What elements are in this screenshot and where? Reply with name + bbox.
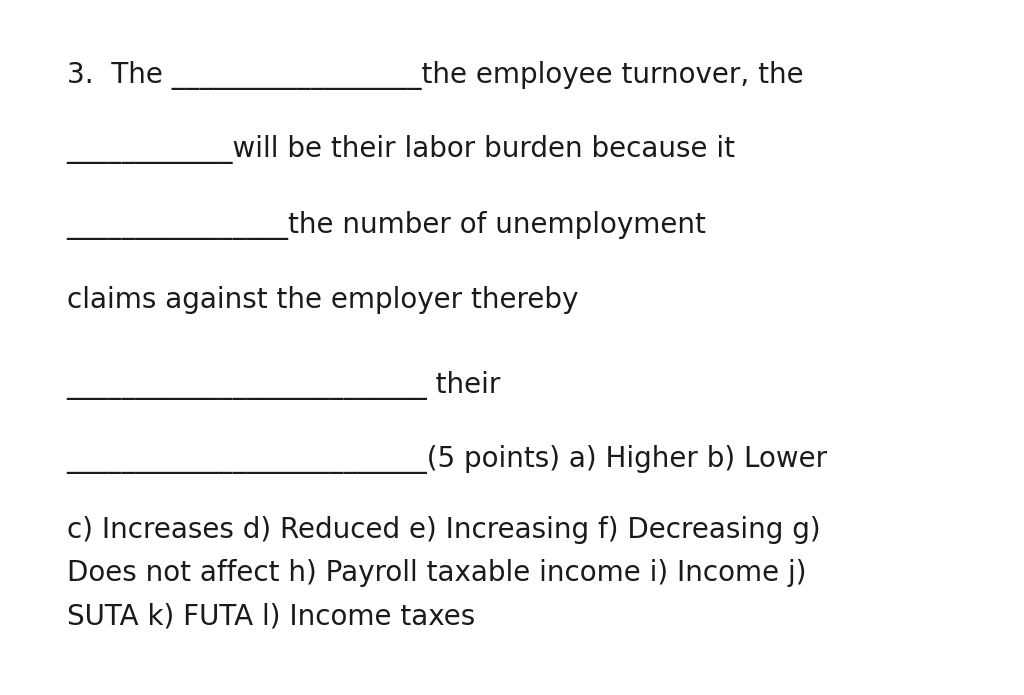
- Text: c) Increases d) Reduced e) Increasing f) Decreasing g): c) Increases d) Reduced e) Increasing f)…: [67, 516, 820, 544]
- Text: 3.  The __________________the employee turnover, the: 3. The __________________the employee tu…: [67, 60, 803, 90]
- Text: __________________________ their: __________________________ their: [67, 370, 501, 400]
- Text: Does not affect h) Payroll taxable income i) Income j): Does not affect h) Payroll taxable incom…: [67, 559, 806, 587]
- Text: SUTA k) FUTA l) Income taxes: SUTA k) FUTA l) Income taxes: [67, 602, 475, 630]
- Text: claims against the employer thereby: claims against the employer thereby: [67, 286, 578, 314]
- Text: ____________will be their labor burden because it: ____________will be their labor burden b…: [67, 136, 735, 165]
- Text: __________________________(5 points) a) Higher b) Lower: __________________________(5 points) a) …: [67, 445, 827, 475]
- Text: ________________the number of unemployment: ________________the number of unemployme…: [67, 211, 707, 240]
